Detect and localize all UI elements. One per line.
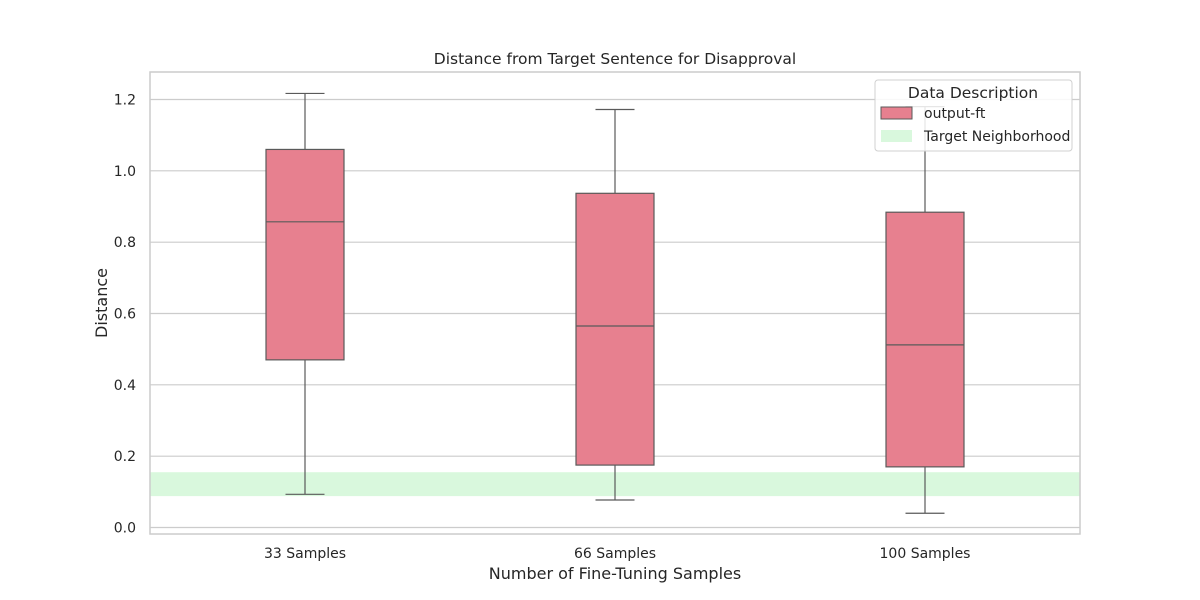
box-iqr [885, 211, 965, 468]
x-tick-label: 66 Samples [574, 546, 656, 562]
plot-frame [149, 71, 1081, 535]
x-tick-label: 33 Samples [264, 546, 346, 562]
y-axis-label: Distance [92, 268, 111, 338]
y-tick-label: 0.6 [114, 307, 136, 323]
chart-title: Distance from Target Sentence for Disapp… [434, 50, 796, 68]
legend-title: Data Description [908, 84, 1038, 102]
y-tick-label: 0.8 [114, 235, 136, 251]
legend-swatch-output-ft [880, 106, 913, 120]
x-tick-label: 100 Samples [880, 546, 971, 562]
y-tick-label: 0.0 [114, 521, 136, 537]
legend: Data Description output-ft Target Neighb… [874, 79, 1073, 152]
x-axis-label: Number of Fine-Tuning Samples [489, 564, 741, 583]
box-iqr [265, 148, 345, 361]
y-tick-label: 1.0 [114, 164, 136, 180]
legend-frame [874, 79, 1073, 152]
box-iqr [575, 192, 655, 466]
legend-swatch-target-neighborhood [881, 130, 912, 142]
y-tick-label: 1.2 [114, 93, 136, 109]
y-tick-label: 0.2 [114, 449, 136, 465]
legend-label-output-ft: output-ft [924, 106, 986, 122]
y-tick-label: 0.4 [114, 378, 136, 394]
legend-label-target-neighborhood: Target Neighborhood [923, 129, 1070, 145]
